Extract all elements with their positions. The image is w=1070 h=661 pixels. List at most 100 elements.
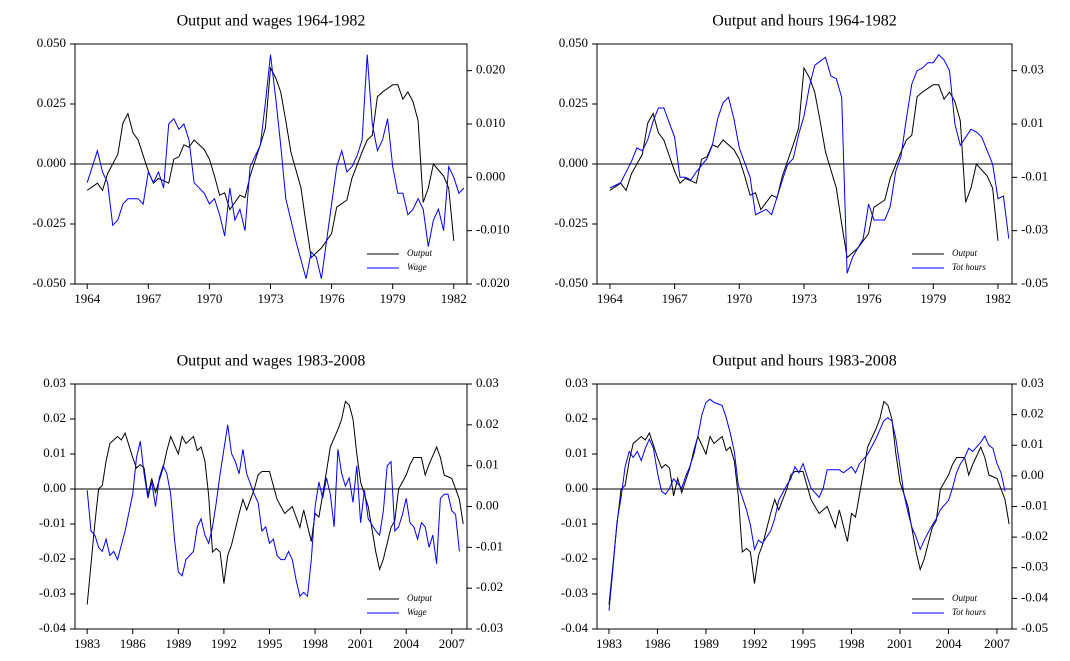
x-tick-label: 1964 <box>74 291 101 306</box>
x-tick-label: 1983 <box>596 636 622 651</box>
legend-label: Output <box>952 593 978 603</box>
x-tick-label: 2004 <box>935 636 962 651</box>
x-tick-label: 2001 <box>348 636 374 651</box>
x-tick-label: 1992 <box>741 636 767 651</box>
y-tick-label: -0.01 <box>561 515 588 530</box>
y-tick-label: -0.02 <box>561 550 588 565</box>
y-tick-label: -0.025 <box>554 215 588 230</box>
x-tick-label: 1970 <box>726 291 752 306</box>
series-line <box>86 424 460 598</box>
y2-tick-label: 0.03 <box>476 375 499 390</box>
y-tick-label: 0.050 <box>37 35 66 50</box>
y2-tick-label: 0.00 <box>476 497 499 512</box>
y-tick-label: 0.025 <box>559 95 588 110</box>
y2-tick-label: 0.00 <box>1021 467 1044 482</box>
series-line <box>609 53 1010 274</box>
y-tick-label: 0.000 <box>37 155 66 170</box>
chart-title: Output and hours 1964-1982 <box>712 13 896 30</box>
y-tick-label: 0.00 <box>565 480 588 495</box>
chart-panel: Output and wages 1983-2008 Output Wage -0.0… <box>39 353 503 651</box>
y2-tick-label: -0.03 <box>1021 559 1048 574</box>
plot-frame <box>596 383 1013 630</box>
chart-title: Output and wages 1964-1982 <box>177 13 366 30</box>
chart-panel: Output and wages 1964-1982 Output Wage -0.0… <box>32 13 509 306</box>
series-line <box>609 66 999 259</box>
x-tick-label: 1982 <box>985 291 1011 306</box>
y-tick-label: -0.04 <box>561 620 589 635</box>
x-tick-label: 1989 <box>165 636 191 651</box>
x-tick-label: 1998 <box>302 636 328 651</box>
y-tick-label: 0.000 <box>559 155 588 170</box>
y2-tick-label: 0.01 <box>1021 115 1044 130</box>
y-tick-label: 0.025 <box>37 95 66 110</box>
y2-tick-label: -0.04 <box>1021 589 1049 604</box>
x-tick-label: 1964 <box>597 291 624 306</box>
series-line <box>608 400 1010 605</box>
legend-label: Wage <box>407 607 427 617</box>
x-tick-label: 1973 <box>791 291 817 306</box>
y2-tick-label: 0.010 <box>476 115 505 130</box>
y2-tick-label: 0.02 <box>1021 406 1044 421</box>
x-tick-label: 1967 <box>135 291 162 306</box>
x-tick-label: 1989 <box>693 636 719 651</box>
y-tick-label: -0.04 <box>39 620 67 635</box>
legend-label: Output <box>407 593 433 603</box>
x-tick-label: 1979 <box>380 291 406 306</box>
y2-tick-label: -0.010 <box>476 222 510 237</box>
y-tick-label: -0.02 <box>39 550 66 565</box>
y-tick-label: 0.01 <box>565 445 588 460</box>
y-tick-label: -0.03 <box>39 585 66 600</box>
y-tick-label: 0.00 <box>43 480 66 495</box>
x-tick-label: 1995 <box>790 636 816 651</box>
y-tick-label: 0.02 <box>565 410 588 425</box>
y2-tick-label: 0.020 <box>476 62 505 77</box>
y-tick-label: -0.03 <box>561 585 588 600</box>
y2-tick-label: -0.01 <box>1021 497 1048 512</box>
y-tick-label: 0.050 <box>559 35 588 50</box>
legend-label: Tot hours <box>952 607 986 617</box>
y-tick-label: 0.03 <box>565 375 588 390</box>
x-tick-label: 2007 <box>984 636 1011 651</box>
y2-tick-label: 0.03 <box>1021 62 1044 77</box>
y2-tick-label: -0.01 <box>1021 168 1048 183</box>
y2-tick-label: -0.05 <box>1021 620 1048 635</box>
y2-tick-label: -0.020 <box>476 275 510 290</box>
x-tick-label: 1976 <box>319 291 346 306</box>
legend-label: Wage <box>407 262 427 272</box>
y-tick-label: 0.03 <box>43 375 66 390</box>
series-line <box>86 54 465 279</box>
y-tick-label: -0.050 <box>32 275 66 290</box>
x-tick-label: 1973 <box>257 291 283 306</box>
chart-title: Output and wages 1983-2008 <box>177 353 366 370</box>
chart-title: Output and hours 1983-2008 <box>712 353 896 370</box>
x-tick-label: 2004 <box>393 636 420 651</box>
y2-tick-label: -0.01 <box>476 538 503 553</box>
chart-panel: Output and hours 1983-2008 Output Tot hour… <box>561 353 1049 651</box>
chart-panel: Output and hours 1964-1982 Output Tot hour… <box>554 13 1048 306</box>
x-tick-label: 1983 <box>74 636 100 651</box>
legend-label: Tot hours <box>952 262 986 272</box>
x-tick-label: 2007 <box>439 636 466 651</box>
x-tick-label: 1986 <box>120 636 147 651</box>
series-line <box>86 66 455 259</box>
y2-tick-label: -0.03 <box>476 620 503 635</box>
y2-tick-label: -0.02 <box>476 579 503 594</box>
y2-tick-label: 0.01 <box>476 457 499 472</box>
x-tick-label: 1982 <box>441 291 467 306</box>
x-tick-label: 1992 <box>211 636 237 651</box>
x-tick-label: 1979 <box>920 291 946 306</box>
x-tick-label: 1995 <box>256 636 282 651</box>
y2-tick-label: 0.01 <box>1021 436 1044 451</box>
x-tick-label: 2001 <box>887 636 913 651</box>
x-tick-label: 1986 <box>644 636 671 651</box>
y-tick-label: -0.050 <box>554 275 588 290</box>
x-tick-label: 1967 <box>662 291 689 306</box>
y2-tick-label: -0.03 <box>1021 222 1048 237</box>
y-tick-label: 0.01 <box>43 445 66 460</box>
y2-tick-label: 0.02 <box>476 416 499 431</box>
y-tick-label: 0.02 <box>43 410 66 425</box>
series-line <box>608 398 1006 611</box>
y-tick-label: -0.025 <box>32 215 66 230</box>
